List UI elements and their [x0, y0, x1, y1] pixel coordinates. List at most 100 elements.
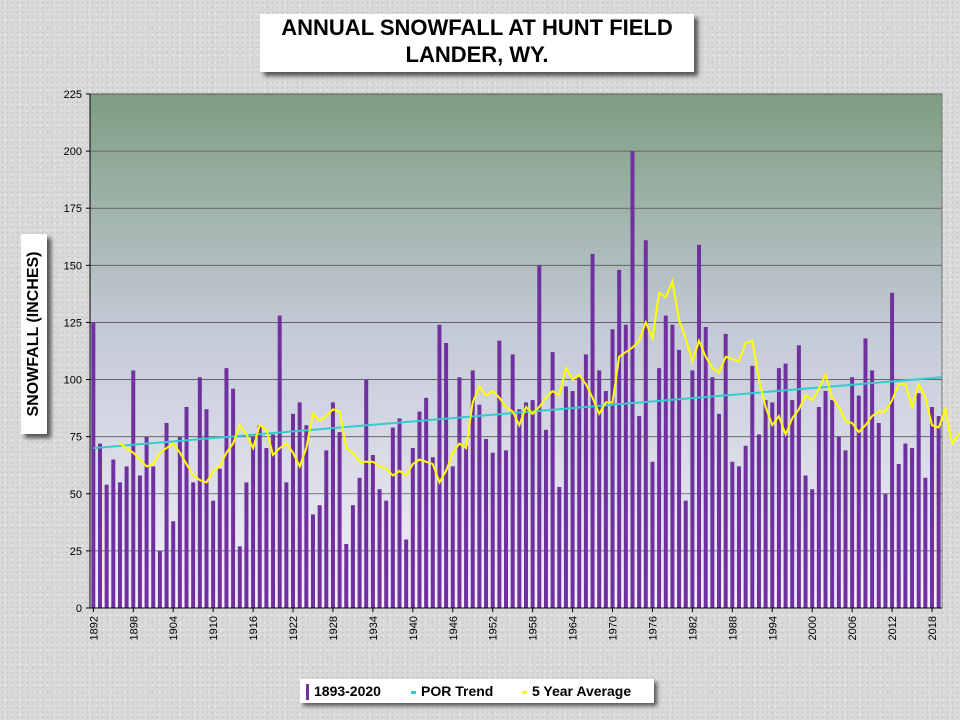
- x-tick-label: 2006: [847, 616, 859, 640]
- chart-title-line-2: LANDER, WY.: [405, 42, 549, 67]
- snowfall-bar: [863, 338, 868, 608]
- snowfall-bar: [344, 544, 349, 608]
- snowfall-bar: [364, 379, 369, 608]
- snowfall-bar: [870, 370, 875, 608]
- x-tick-label: 1898: [128, 616, 140, 640]
- snowfall-bar: [457, 377, 462, 608]
- snowfall-bar: [730, 461, 735, 608]
- x-tick-label: 1892: [88, 616, 100, 640]
- snowfall-bar: [583, 354, 588, 608]
- snowfall-bar: [430, 457, 435, 608]
- snowfall-bar: [890, 292, 895, 608]
- legend-trend-swatch: [411, 690, 416, 694]
- chart-title-line-1: ANNUAL SNOWFALL AT HUNT FIELD: [281, 15, 673, 40]
- snowfall-bar: [856, 395, 861, 608]
- snowfall-bar: [284, 482, 289, 608]
- y-tick-label: 25: [70, 546, 82, 558]
- x-tick-label: 1988: [727, 616, 739, 640]
- snowfall-bar: [324, 450, 329, 608]
- y-tick-label: 200: [64, 146, 82, 158]
- snowfall-bar: [437, 324, 442, 608]
- y-tick-label: 175: [64, 203, 82, 215]
- x-tick-label: 1964: [568, 616, 580, 640]
- snowfall-bar: [304, 425, 309, 608]
- snowfall-bar: [264, 448, 269, 608]
- snowfall-bar: [517, 409, 522, 608]
- snowfall-bar: [563, 386, 568, 608]
- snowfall-bar: [590, 253, 595, 608]
- x-tick-label: 1958: [528, 616, 540, 640]
- snowfall-bar: [936, 416, 941, 608]
- snowfall-bar: [736, 466, 741, 608]
- legend-bar-swatch: [306, 684, 309, 701]
- snowfall-bar: [637, 416, 642, 608]
- snowfall-bar: [197, 377, 202, 608]
- snowfall-bar: [617, 269, 622, 608]
- snowfall-bar: [710, 377, 715, 608]
- chart-title-box: ANNUAL SNOWFALL AT HUNT FIELD LANDER, WY…: [260, 14, 694, 72]
- snowfall-bar: [404, 539, 409, 608]
- snowfall-bar: [117, 482, 122, 608]
- snowfall-bar: [896, 464, 901, 608]
- snowfall-bar: [97, 443, 102, 608]
- snowfall-bar: [577, 377, 582, 608]
- legend: 1893-2020 POR Trend 5 Year Average: [300, 679, 654, 703]
- snowfall-bar: [690, 370, 695, 608]
- snowfall-bar: [650, 461, 655, 608]
- y-axis-label: SNOWFALL (INCHES): [25, 251, 42, 417]
- line-series: [93, 277, 960, 485]
- x-tick-label: 1922: [288, 616, 300, 640]
- legend-label-avg: 5 Year Average: [532, 683, 632, 699]
- snowfall-bar: [750, 365, 755, 608]
- snowfall-bar: [91, 322, 96, 608]
- x-tick-label: 1994: [767, 616, 779, 640]
- snowfall-bar: [504, 450, 509, 608]
- snowfall-bar: [237, 546, 242, 608]
- legend-label-bars: 1893-2020: [314, 683, 381, 699]
- x-tick-label: 1916: [248, 616, 260, 640]
- snowfall-bar: [810, 489, 815, 608]
- y-tick-label: 50: [70, 489, 82, 501]
- x-tick-label: 1976: [647, 616, 659, 640]
- snowfall-bar: [310, 514, 315, 608]
- snowfall-bar: [677, 349, 682, 608]
- snowfall-bar: [390, 427, 395, 608]
- snowfall-bar: [570, 390, 575, 608]
- snowfall-bar: [883, 493, 888, 608]
- snowfall-bar: [916, 393, 921, 608]
- axes: 0 25 50 75 100 125 150 175 200 225 1892 1898 1904 191…: [64, 89, 942, 640]
- snowfall-bar: [723, 333, 728, 608]
- snowfall-bar: [510, 354, 515, 608]
- snowfall-bar: [111, 459, 116, 608]
- bar-series: [91, 151, 941, 609]
- snowfall-bar: [271, 434, 276, 608]
- snowfall-bar: [291, 413, 296, 608]
- snowfall-bar: [537, 265, 542, 608]
- five-year-average-line: [119, 277, 960, 485]
- snowfall-bar: [910, 448, 915, 608]
- snowfall-bar: [177, 436, 182, 608]
- snowfall-bar: [630, 151, 635, 608]
- snowfall-bar: [843, 450, 848, 608]
- y-tick-label: 100: [64, 375, 82, 387]
- snowfall-bar: [377, 489, 382, 608]
- snowfall-bar: [703, 327, 708, 608]
- snowfall-bar: [191, 482, 196, 608]
- x-tick-label: 2018: [927, 616, 939, 640]
- snowfall-bar: [830, 400, 835, 608]
- snowfall-bar: [756, 434, 761, 608]
- snowfall-bar: [930, 406, 935, 608]
- snowfall-bar: [697, 244, 702, 609]
- snowfall-bar: [683, 500, 688, 608]
- snowfall-bar: [497, 340, 502, 608]
- snowfall-bar: [410, 448, 415, 608]
- snowfall-bar: [783, 363, 788, 608]
- snowfall-bar: [836, 436, 841, 608]
- snowfall-bar: [743, 445, 748, 608]
- snowfall-bar: [790, 400, 795, 608]
- snowfall-bar: [317, 505, 322, 608]
- snowfall-bar: [444, 343, 449, 608]
- legend-item-avg: 5 Year Average: [522, 679, 631, 703]
- snowfall-bar: [610, 329, 615, 608]
- snowfall-bar: [543, 429, 548, 608]
